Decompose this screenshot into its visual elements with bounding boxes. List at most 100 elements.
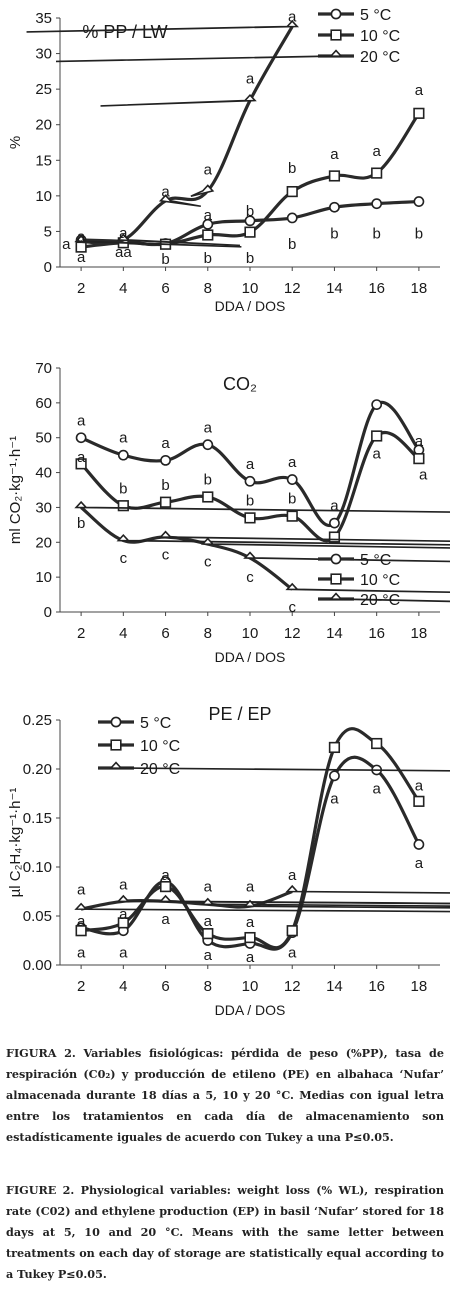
data-point-square bbox=[413, 107, 425, 119]
y-tick-label: 50 bbox=[35, 430, 52, 447]
data-point-diamond bbox=[116, 894, 450, 905]
significance-letter: a bbox=[161, 435, 170, 452]
x-tick-label: 10 bbox=[242, 280, 259, 297]
significance-letter: a bbox=[372, 445, 381, 462]
data-point-square bbox=[371, 167, 383, 179]
data-point-square bbox=[244, 512, 256, 524]
significance-letter: a bbox=[161, 867, 170, 884]
significance-letter: a bbox=[204, 207, 213, 224]
significance-letter: a bbox=[288, 454, 297, 471]
significance-letter: b bbox=[288, 160, 296, 177]
significance-letter: a bbox=[419, 466, 428, 483]
significance-letter: b bbox=[204, 472, 212, 489]
data-point-square bbox=[244, 226, 256, 238]
y-tick-label: 0.00 bbox=[23, 957, 52, 974]
significance-letter: a bbox=[246, 949, 255, 966]
x-axis-label: DDA / DOS bbox=[215, 298, 286, 314]
data-point-square bbox=[413, 453, 425, 465]
legend-marker-circle bbox=[110, 716, 122, 728]
data-point-diamond bbox=[158, 194, 201, 208]
significance-letter: b bbox=[288, 236, 296, 253]
legend-marker-diamond bbox=[109, 761, 450, 772]
x-tick-label: 18 bbox=[411, 978, 428, 995]
y-tick-label: 10 bbox=[35, 569, 52, 586]
y-tick-label: 35 bbox=[35, 10, 52, 27]
legend-marker-circle bbox=[330, 8, 342, 20]
y-tick-label: 15 bbox=[35, 152, 52, 169]
y-tick-label: 0 bbox=[44, 604, 52, 621]
legend-label: 20 °C bbox=[360, 49, 400, 66]
significance-letter: aa bbox=[115, 244, 132, 261]
significance-letter: a bbox=[77, 449, 86, 466]
data-point-circle bbox=[329, 517, 340, 529]
significance-letter: a bbox=[119, 225, 128, 242]
y-tick-label: 20 bbox=[35, 534, 52, 551]
significance-letter: a bbox=[288, 944, 297, 961]
significance-letter: b bbox=[77, 515, 85, 532]
y-tick-label: 70 bbox=[35, 360, 52, 377]
chart-title: CO₂ bbox=[223, 374, 257, 394]
significance-letter: a bbox=[161, 184, 170, 201]
caption-spanish-label: FIGURA 2. bbox=[6, 1046, 76, 1060]
x-axis-label: DDA / DOS bbox=[215, 649, 286, 665]
significance-letter: a bbox=[204, 879, 213, 896]
legend-marker-square bbox=[330, 573, 342, 585]
x-tick-label: 14 bbox=[326, 625, 343, 642]
data-point-circle bbox=[371, 399, 383, 410]
significance-letter: a bbox=[246, 70, 255, 87]
significance-letter: a bbox=[288, 867, 297, 884]
data-point-circle bbox=[413, 196, 425, 207]
x-tick-label: 12 bbox=[284, 280, 301, 297]
legend-label: 5 °C bbox=[140, 715, 171, 732]
legend-label: 10 °C bbox=[360, 28, 400, 45]
y-tick-label: 0.05 bbox=[23, 908, 52, 925]
data-point-square bbox=[286, 510, 298, 522]
x-tick-label: 6 bbox=[161, 625, 169, 642]
significance-letter: c bbox=[288, 599, 296, 616]
significance-letter: a bbox=[372, 781, 381, 798]
data-point-square bbox=[286, 185, 298, 198]
data-point-diamond bbox=[243, 899, 450, 909]
x-tick-label: 6 bbox=[161, 978, 169, 995]
data-point-circle bbox=[160, 454, 171, 466]
caption-english-text: Physiological variables: weight loss (% … bbox=[6, 1183, 444, 1281]
x-tick-label: 6 bbox=[161, 280, 169, 297]
y-axis-label: µl C₂H₄·kg⁻¹·h⁻¹ bbox=[7, 788, 24, 898]
data-point-circle bbox=[329, 201, 340, 213]
data-point-square bbox=[371, 430, 383, 442]
significance-letter: b bbox=[415, 226, 423, 243]
data-point-square bbox=[371, 737, 383, 750]
data-point-square bbox=[328, 741, 341, 754]
significance-letter: a bbox=[119, 944, 128, 961]
legend-label: 20 °C bbox=[140, 761, 180, 778]
significance-letter: a bbox=[204, 913, 213, 930]
caption-spanish-text: Variables fisiológicas: pérdida de peso … bbox=[6, 1046, 444, 1144]
data-point-square bbox=[159, 496, 172, 508]
y-tick-label: 25 bbox=[35, 81, 52, 98]
significance-letter: a bbox=[415, 855, 424, 872]
x-tick-label: 4 bbox=[119, 280, 127, 297]
significance-letter: a bbox=[204, 162, 213, 179]
data-point-diamond bbox=[100, 93, 257, 107]
significance-letter: a bbox=[415, 433, 424, 450]
x-tick-label: 16 bbox=[368, 978, 385, 995]
significance-letter: a bbox=[77, 228, 86, 245]
significance-letter: c bbox=[204, 553, 212, 570]
y-tick-label: 0 bbox=[44, 259, 52, 276]
data-point-square bbox=[413, 795, 425, 807]
data-point-diamond bbox=[26, 19, 300, 33]
data-point-square bbox=[286, 925, 298, 937]
significance-letter: b bbox=[246, 203, 254, 220]
significance-letter: b bbox=[161, 477, 169, 494]
caption-english-label: FIGURE 2. bbox=[6, 1183, 75, 1197]
significance-letter: a bbox=[119, 877, 128, 894]
significance-letter: b bbox=[161, 251, 169, 268]
significance-letter: a bbox=[77, 944, 86, 961]
legend: 5 °C 10 °C 20 °C bbox=[55, 7, 400, 66]
legend: 5 °C 10 °C 20 °C bbox=[318, 552, 450, 609]
legend-marker-diamond bbox=[55, 49, 343, 63]
chart-title: % PP / LW bbox=[82, 22, 167, 42]
x-tick-label: 10 bbox=[242, 625, 259, 642]
significance-letter: a bbox=[62, 236, 71, 253]
data-point-circle bbox=[202, 218, 214, 230]
